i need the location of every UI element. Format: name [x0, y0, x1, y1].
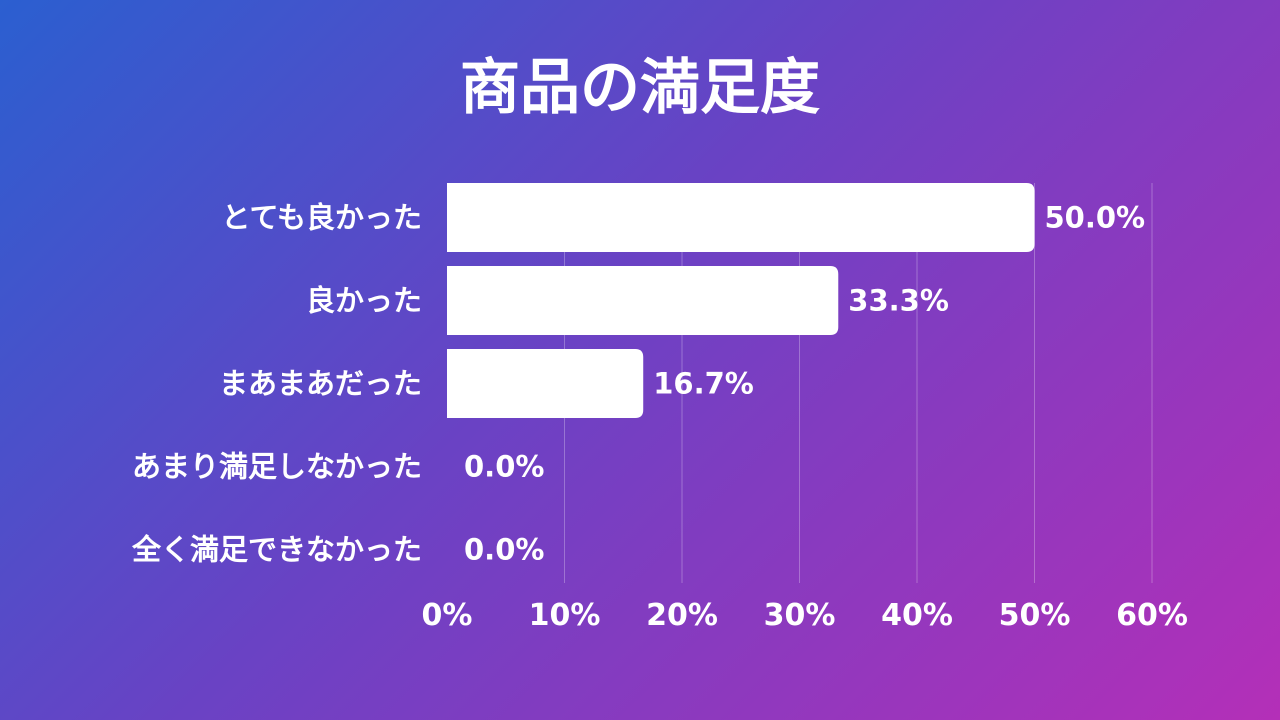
category-label: 全く満足できなかった — [131, 533, 422, 567]
data-label: 0.0% — [464, 533, 544, 567]
category-label: まあまあだった — [219, 367, 422, 401]
category-label: とても良かった — [221, 201, 422, 235]
x-tick-label: 10% — [529, 598, 601, 633]
x-tick-label: 30% — [764, 598, 836, 633]
data-label: 50.0% — [1045, 201, 1146, 235]
bar — [447, 183, 1035, 252]
x-tick-label: 40% — [881, 598, 953, 633]
category-label: 良かった — [306, 284, 422, 318]
bar — [447, 266, 839, 335]
x-axis-tick-labels: 0% 10% 20% 30% 40% 50% 60% — [422, 598, 1188, 633]
x-tick-label: 50% — [999, 598, 1071, 633]
x-tick-label: 60% — [1116, 598, 1188, 633]
bar — [447, 349, 644, 418]
data-label: 33.3% — [848, 284, 949, 318]
data-label: 0.0% — [464, 450, 544, 484]
category-label: あまり満足しなかった — [132, 450, 422, 484]
chart-title: 商品の満足度 — [460, 53, 820, 123]
x-tick-label: 20% — [646, 598, 718, 633]
value-labels: 50.0% 33.3% 16.7% 0.0% 0.0% — [464, 201, 1145, 567]
bars — [447, 183, 1035, 418]
data-label: 16.7% — [653, 367, 754, 401]
x-tick-label: 0% — [422, 598, 473, 633]
